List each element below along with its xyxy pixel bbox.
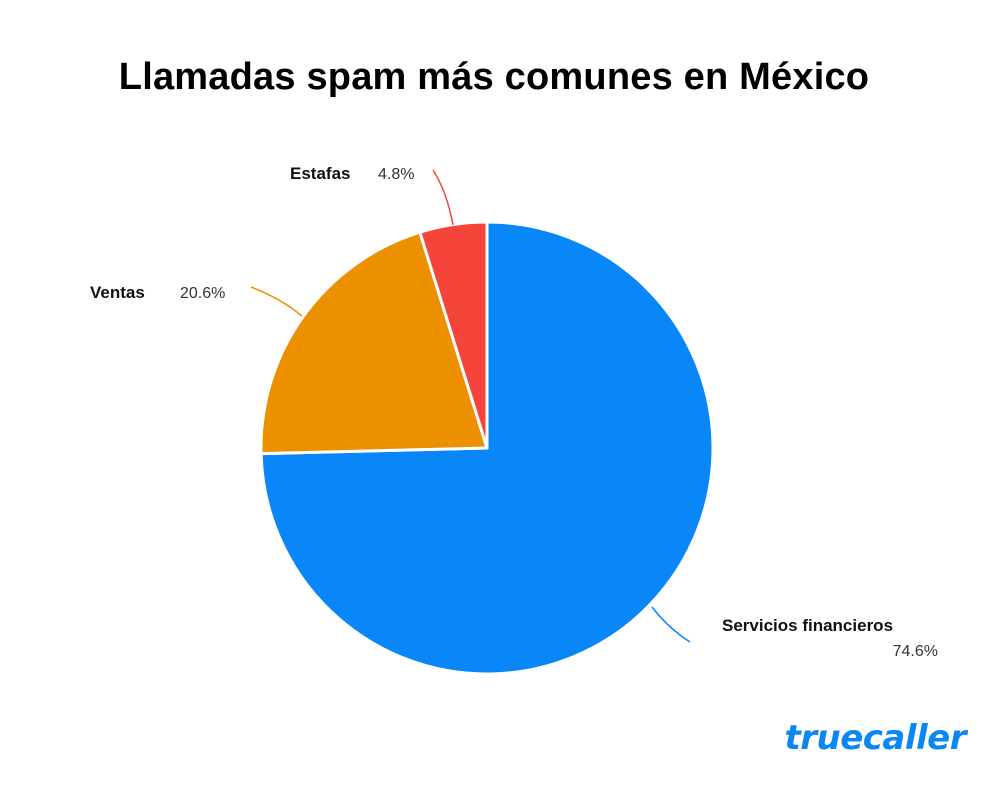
pie-slice-ventas	[259, 230, 489, 456]
slice-label: Ventas	[90, 283, 145, 302]
slice-label: Servicios financieros	[722, 616, 893, 635]
slice-value-label: 20.6%	[180, 285, 225, 302]
leader-lines	[250, 169, 691, 643]
chart-title: Llamadas spam más comunes en México	[118, 56, 870, 98]
pie-slices	[259, 220, 715, 676]
slice-value-label: 4.8%	[378, 166, 414, 183]
leader-line	[651, 606, 691, 643]
pie-slice-servicios-financieros	[259, 220, 715, 676]
slice-value-label: 74.6%	[893, 643, 938, 660]
leader-line	[250, 286, 303, 317]
leader-line	[432, 169, 454, 226]
truecaller-logo: truecaller	[784, 718, 966, 758]
slice-label: Estafas	[290, 164, 350, 183]
